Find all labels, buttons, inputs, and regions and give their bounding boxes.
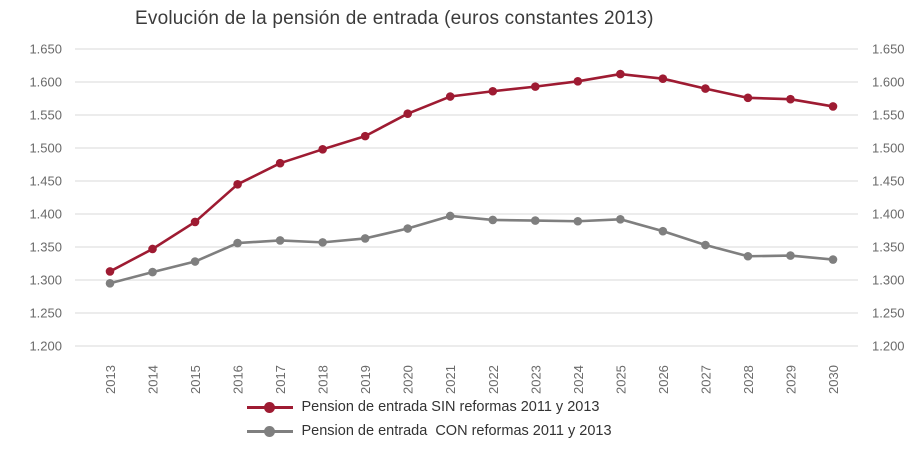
data-point-con-reformas-2029	[786, 251, 795, 260]
y-axis-tick-label-left: 1.500	[29, 141, 62, 156]
data-point-con-reformas-2021	[445, 211, 455, 221]
data-point-con-reformas-2019	[360, 234, 370, 243]
legend-dot-con-reformas	[264, 425, 275, 437]
y-axis-tick-label-left: 1.300	[29, 273, 62, 288]
y-axis-tick-label-left: 1.600	[29, 75, 62, 90]
data-point-sin-reformas-2023	[530, 82, 540, 91]
x-axis-tick-label: 2015	[188, 365, 203, 394]
y-axis-tick-label-right: 1.300	[872, 273, 905, 288]
data-point-sin-reformas-2014	[148, 244, 157, 254]
x-axis-tick-label: 2014	[146, 365, 161, 394]
data-point-sin-reformas-2022	[488, 86, 498, 96]
x-axis-tick-label: 2019	[358, 365, 373, 394]
data-point-con-reformas-2014	[148, 267, 157, 277]
data-point-con-reformas-2017	[275, 236, 285, 245]
data-point-con-reformas-2024	[573, 216, 583, 226]
x-axis-tick-label: 2020	[401, 365, 416, 394]
x-axis-tick-label: 2022	[486, 365, 501, 394]
chart-title: Evolución de la pensión de entrada (euro…	[135, 8, 654, 29]
legend-item-sin-reformas: Pension de entrada SIN reformas 2011 y 2…	[246, 399, 677, 415]
x-axis-tick-label: 2024	[571, 365, 586, 394]
data-point-con-reformas-2020	[403, 224, 413, 233]
legend-dot-sin-reformas	[264, 401, 275, 413]
chart-legend: Pension de entrada SIN reformas 2011 y 2…	[0, 399, 923, 439]
data-point-sin-reformas-2013	[105, 267, 115, 276]
line-chart: 1.200 1.200 1.250 1.250 1.300 1.300 1.350 1.350…	[29, 42, 905, 395]
data-point-sin-reformas-2025	[616, 69, 625, 79]
y-axis-tick-label-right: 1.650	[872, 42, 905, 57]
x-axis-tick-label: 2027	[698, 365, 713, 394]
legend-label-sin-reformas: Pension de entrada SIN reformas 2011 y 2…	[301, 399, 600, 415]
data-point-sin-reformas-2030	[828, 102, 838, 111]
data-point-sin-reformas-2019	[360, 131, 370, 141]
y-axis-tick-label-left: 1.200	[29, 339, 62, 354]
y-axis-tick-label-right: 1.450	[872, 174, 905, 189]
y-axis-tick-label-right: 1.250	[872, 306, 905, 321]
data-point-sin-reformas-2017	[275, 158, 285, 168]
data-point-sin-reformas-2015	[190, 217, 200, 227]
data-point-con-reformas-2013	[105, 279, 115, 288]
data-point-con-reformas-2025	[616, 214, 625, 224]
y-axis-tick-label-right: 1.600	[872, 75, 905, 90]
data-point-sin-reformas-2018	[318, 145, 327, 154]
data-point-con-reformas-2026	[658, 226, 668, 236]
data-point-con-reformas-2030	[828, 255, 838, 264]
data-point-con-reformas-2022	[488, 215, 498, 225]
y-axis-tick-label-left: 1.650	[29, 42, 62, 57]
x-axis-tick-label: 2028	[741, 365, 756, 394]
series-line-sin-reformas	[109, 72, 834, 273]
data-point-sin-reformas-2024	[573, 77, 583, 86]
y-axis-tick-label-left: 1.350	[29, 240, 62, 255]
x-axis-tick-label: 2016	[231, 365, 246, 394]
y-axis-tick-label-left: 1.450	[29, 174, 62, 189]
x-axis-tick-label: 2017	[273, 365, 288, 394]
legend-item-con-reformas: Pension de entrada CON reformas 2011 y 2…	[246, 423, 677, 439]
y-axis-tick-label-left: 1.250	[29, 306, 62, 321]
data-point-con-reformas-2023	[530, 216, 540, 225]
data-point-con-reformas-2028	[743, 251, 753, 261]
y-axis-tick-label-right: 1.200	[872, 339, 905, 354]
series-line-con-reformas	[109, 214, 834, 285]
y-axis-tick-label-left: 1.550	[29, 108, 62, 123]
data-point-sin-reformas-2020	[403, 109, 413, 118]
x-axis-tick-label: 2013	[103, 365, 118, 394]
x-axis-tick-label: 2030	[826, 365, 841, 394]
legend-marker-con-reformas	[246, 425, 293, 437]
x-axis-tick-label: 2026	[656, 365, 671, 394]
data-point-con-reformas-2016	[233, 238, 242, 248]
x-axis-tick-label: 2023	[528, 365, 543, 394]
y-axis-tick-label-right: 1.350	[872, 240, 905, 255]
x-axis-tick-label: 2029	[783, 365, 798, 394]
data-point-sin-reformas-2028	[743, 93, 753, 103]
data-point-con-reformas-2015	[190, 257, 200, 266]
x-axis-tick-label: 2018	[316, 365, 331, 394]
legend-marker-sin-reformas	[246, 401, 293, 413]
data-point-con-reformas-2027	[701, 240, 710, 250]
y-axis-tick-label-right: 1.550	[872, 108, 905, 123]
data-point-sin-reformas-2026	[658, 74, 668, 83]
data-point-con-reformas-2018	[318, 238, 327, 247]
y-axis-tick-label-left: 1.400	[29, 207, 62, 222]
legend-label-con-reformas: Pension de entrada CON reformas 2011 y 2…	[301, 423, 612, 439]
y-axis-tick-label-right: 1.500	[872, 141, 905, 156]
data-point-sin-reformas-2021	[445, 92, 455, 101]
data-point-sin-reformas-2016	[233, 180, 242, 189]
data-point-sin-reformas-2027	[701, 84, 710, 93]
x-axis-tick-label: 2021	[443, 365, 458, 394]
y-axis-tick-label-right: 1.400	[872, 207, 905, 222]
data-point-sin-reformas-2029	[786, 94, 795, 104]
x-axis-tick-label: 2025	[613, 365, 628, 394]
